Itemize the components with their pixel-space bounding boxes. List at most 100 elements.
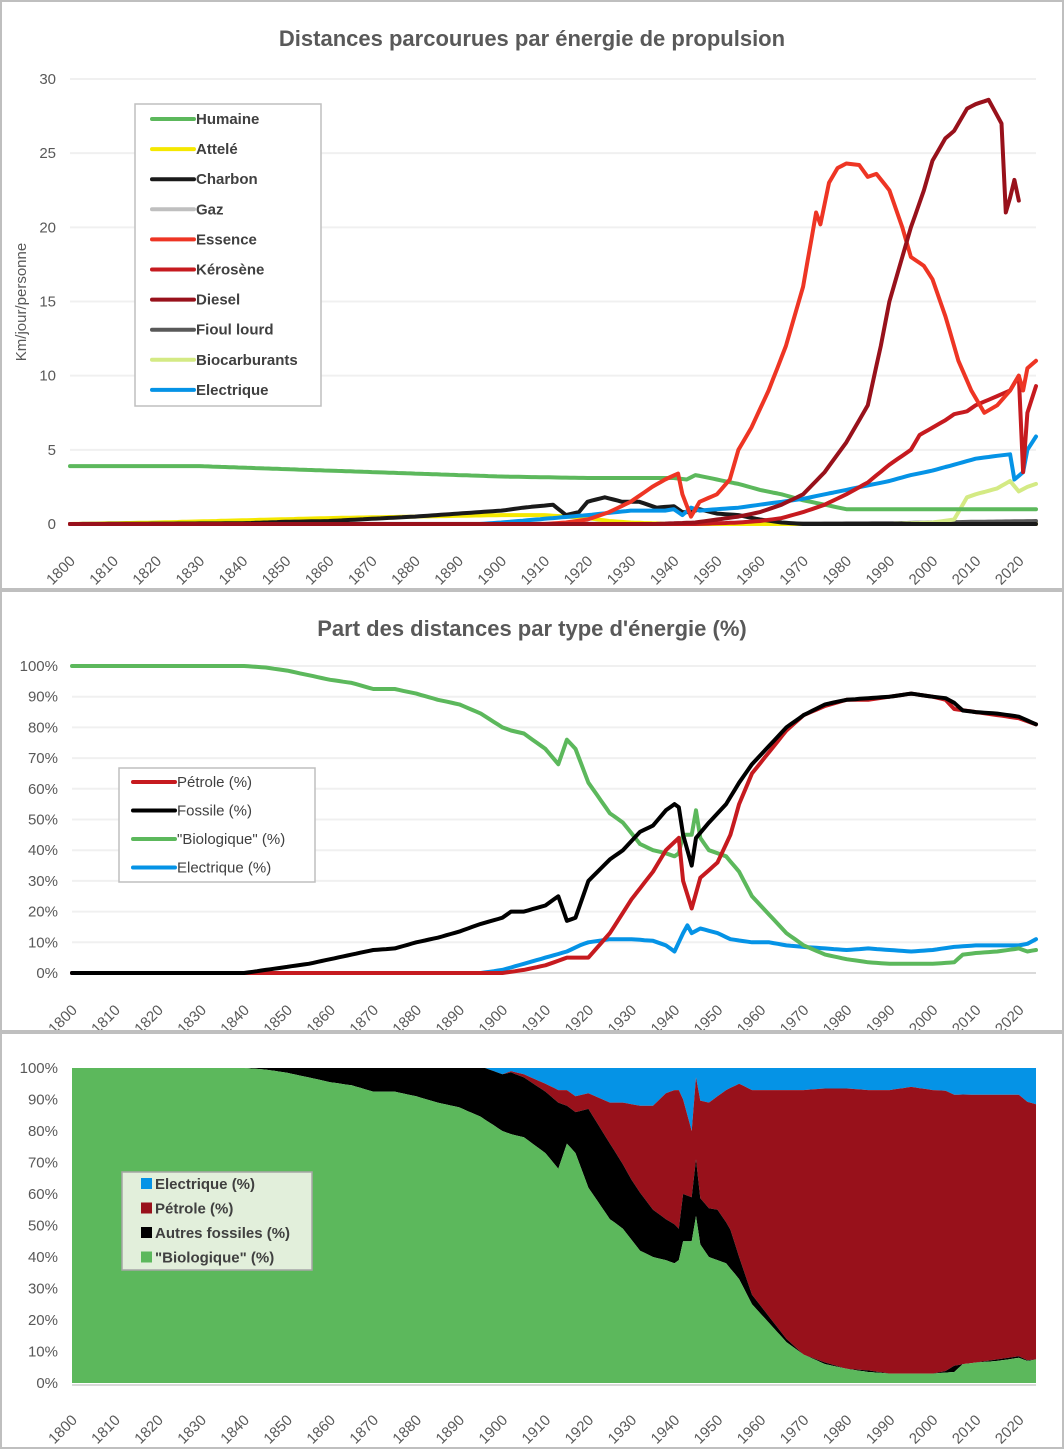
x-tick-label: 1840 bbox=[217, 1002, 253, 1030]
y-tick-label: 0 bbox=[48, 516, 56, 533]
legend-swatch bbox=[141, 1202, 152, 1214]
x-tick-label: 1820 bbox=[131, 1002, 167, 1030]
x-tick-label: 1870 bbox=[346, 1412, 382, 1447]
x-tick-label: 1950 bbox=[690, 553, 726, 588]
area-biologique bbox=[72, 1068, 1036, 1383]
x-tick-label: 1800 bbox=[43, 553, 79, 588]
x-tick-label: 1930 bbox=[605, 1002, 641, 1030]
y-tick-label: 40% bbox=[28, 842, 58, 859]
y-tick-label: 100% bbox=[20, 1060, 58, 1077]
legend-label-electrique: Electrique (%) bbox=[177, 860, 271, 877]
x-tick-label: 1940 bbox=[648, 1002, 684, 1030]
legend-label-humaine: Humaine bbox=[196, 111, 259, 128]
legend-box bbox=[121, 1171, 313, 1271]
x-tick-label: 1880 bbox=[389, 1412, 425, 1447]
y-tick-label: 10 bbox=[39, 368, 56, 385]
y-axis-label: Km/jour/personne bbox=[13, 243, 30, 361]
x-tick-label: 1890 bbox=[433, 1002, 469, 1030]
y-tick-label: 70% bbox=[28, 1155, 58, 1172]
legend-label-charbon: Charbon bbox=[196, 171, 258, 188]
y-tick-label: 20% bbox=[28, 904, 58, 921]
x-tick-label: 1870 bbox=[345, 553, 381, 588]
x-tick-label: 1940 bbox=[648, 1412, 684, 1447]
series-line-electrique bbox=[70, 923, 1038, 975]
x-tick-label: 1990 bbox=[863, 553, 899, 588]
legend-label-autres-fossiles: Autres fossiles (%) bbox=[155, 1225, 290, 1242]
x-tick-label: 1930 bbox=[604, 553, 640, 588]
y-tick-label: 30% bbox=[28, 1281, 58, 1298]
x-tick-label: 1970 bbox=[777, 1412, 813, 1447]
area-electrique bbox=[72, 1068, 1036, 1131]
x-tick-label: 1820 bbox=[131, 1412, 167, 1447]
chart-panel-distances: Distances parcourues par énergie de prop… bbox=[0, 0, 1064, 590]
x-tick-label: 1950 bbox=[691, 1002, 727, 1030]
y-tick-label: 20% bbox=[28, 1312, 58, 1329]
legend-box bbox=[134, 103, 322, 407]
x-tick-label: 1990 bbox=[863, 1412, 899, 1447]
x-tick-label: 1970 bbox=[777, 1002, 813, 1030]
x-tick-label: 2010 bbox=[949, 1412, 985, 1447]
y-tick-label: 10% bbox=[28, 1344, 58, 1361]
x-tick-label: 2000 bbox=[906, 1002, 942, 1030]
x-tick-label: 1940 bbox=[647, 553, 683, 588]
y-tick-label: 100% bbox=[20, 658, 58, 675]
legend-box bbox=[118, 767, 316, 883]
legend-label-biocarburants: Biocarburants bbox=[196, 352, 298, 369]
x-tick-label: 1920 bbox=[561, 553, 597, 588]
x-tick-label: 1860 bbox=[302, 553, 338, 588]
legend-label-biologique: "Biologique" (%) bbox=[177, 831, 285, 848]
x-tick-label: 1920 bbox=[562, 1002, 598, 1030]
distances-line-chart: Distances parcourues par énergie de prop… bbox=[13, 26, 1038, 588]
series-line-fossile bbox=[70, 691, 1038, 975]
y-tick-label: 80% bbox=[28, 1123, 58, 1140]
share-line-chart: Part des distances par type d'énergie (%… bbox=[20, 616, 1038, 1030]
x-tick-label: 1870 bbox=[346, 1002, 382, 1030]
x-tick-label: 1840 bbox=[216, 553, 252, 588]
y-tick-label: 20 bbox=[39, 219, 56, 236]
share-stacked-area-chart: 0% 10% 20% 30% 40% 50% 60% 70% 80% 90% 100% 1800 181… bbox=[20, 1060, 1036, 1447]
x-tick-label: 1880 bbox=[389, 1002, 425, 1030]
x-tick-label: 1960 bbox=[733, 553, 769, 588]
y-tick-label: 0% bbox=[36, 1375, 58, 1392]
x-tick-label: 1810 bbox=[88, 1412, 124, 1447]
y-tick-label: 0% bbox=[36, 965, 58, 982]
y-tick-label: 90% bbox=[28, 689, 58, 706]
legend-label-fossile: Fossile (%) bbox=[177, 803, 252, 820]
chart-panel-stacked: 0% 10% 20% 30% 40% 50% 60% 70% 80% 90% 100% 1800 181… bbox=[0, 1032, 1064, 1449]
x-tick-label: 1960 bbox=[734, 1412, 770, 1447]
chart-panel-share: Part des distances par type d'énergie (%… bbox=[0, 590, 1064, 1032]
legend-label-essence: Essence bbox=[196, 231, 257, 248]
x-tick-label: 1830 bbox=[174, 1412, 210, 1447]
x-tick-label: 1850 bbox=[260, 1002, 296, 1030]
y-tick-label: 80% bbox=[28, 719, 58, 736]
x-tick-label: 1800 bbox=[45, 1412, 81, 1447]
legend-swatch bbox=[141, 1178, 152, 1189]
x-tick-label: 2020 bbox=[992, 553, 1028, 588]
x-tick-label: 1860 bbox=[303, 1412, 339, 1447]
x-tick-label: 1950 bbox=[691, 1412, 727, 1447]
x-tick-label: 2000 bbox=[906, 553, 942, 588]
x-tick-label: 1830 bbox=[174, 1002, 210, 1030]
legend-swatch bbox=[141, 1251, 152, 1263]
area-autres-fossiles bbox=[72, 1068, 1036, 1374]
x-tick-label: 1810 bbox=[88, 1002, 124, 1030]
x-tick-label: 1850 bbox=[260, 1412, 296, 1447]
x-tick-label: 1890 bbox=[431, 553, 467, 588]
legend-label-electrique: Electrique bbox=[196, 382, 269, 399]
y-tick-label: 90% bbox=[28, 1092, 58, 1109]
chart-title: Distances parcourues par énergie de prop… bbox=[279, 26, 785, 51]
x-tick-label: 2020 bbox=[992, 1412, 1028, 1447]
y-tick-label: 60% bbox=[28, 781, 58, 798]
y-tick-label: 50% bbox=[28, 1218, 58, 1235]
x-tick-label: 1910 bbox=[519, 1002, 555, 1030]
x-tick-label: 1920 bbox=[562, 1412, 598, 1447]
x-tick-label: 1980 bbox=[820, 1002, 856, 1030]
legend-label-biologique: "Biologique" (%) bbox=[155, 1250, 274, 1267]
legend-label-petrole: Pétrole (%) bbox=[155, 1201, 233, 1218]
x-tick-label: 1850 bbox=[259, 553, 295, 588]
x-tick-label: 1910 bbox=[519, 1412, 555, 1447]
x-tick-label: 1960 bbox=[734, 1002, 770, 1030]
x-tick-label: 1800 bbox=[45, 1002, 81, 1030]
area-petrole bbox=[72, 1068, 1036, 1374]
series-line-humaine bbox=[68, 464, 1038, 512]
